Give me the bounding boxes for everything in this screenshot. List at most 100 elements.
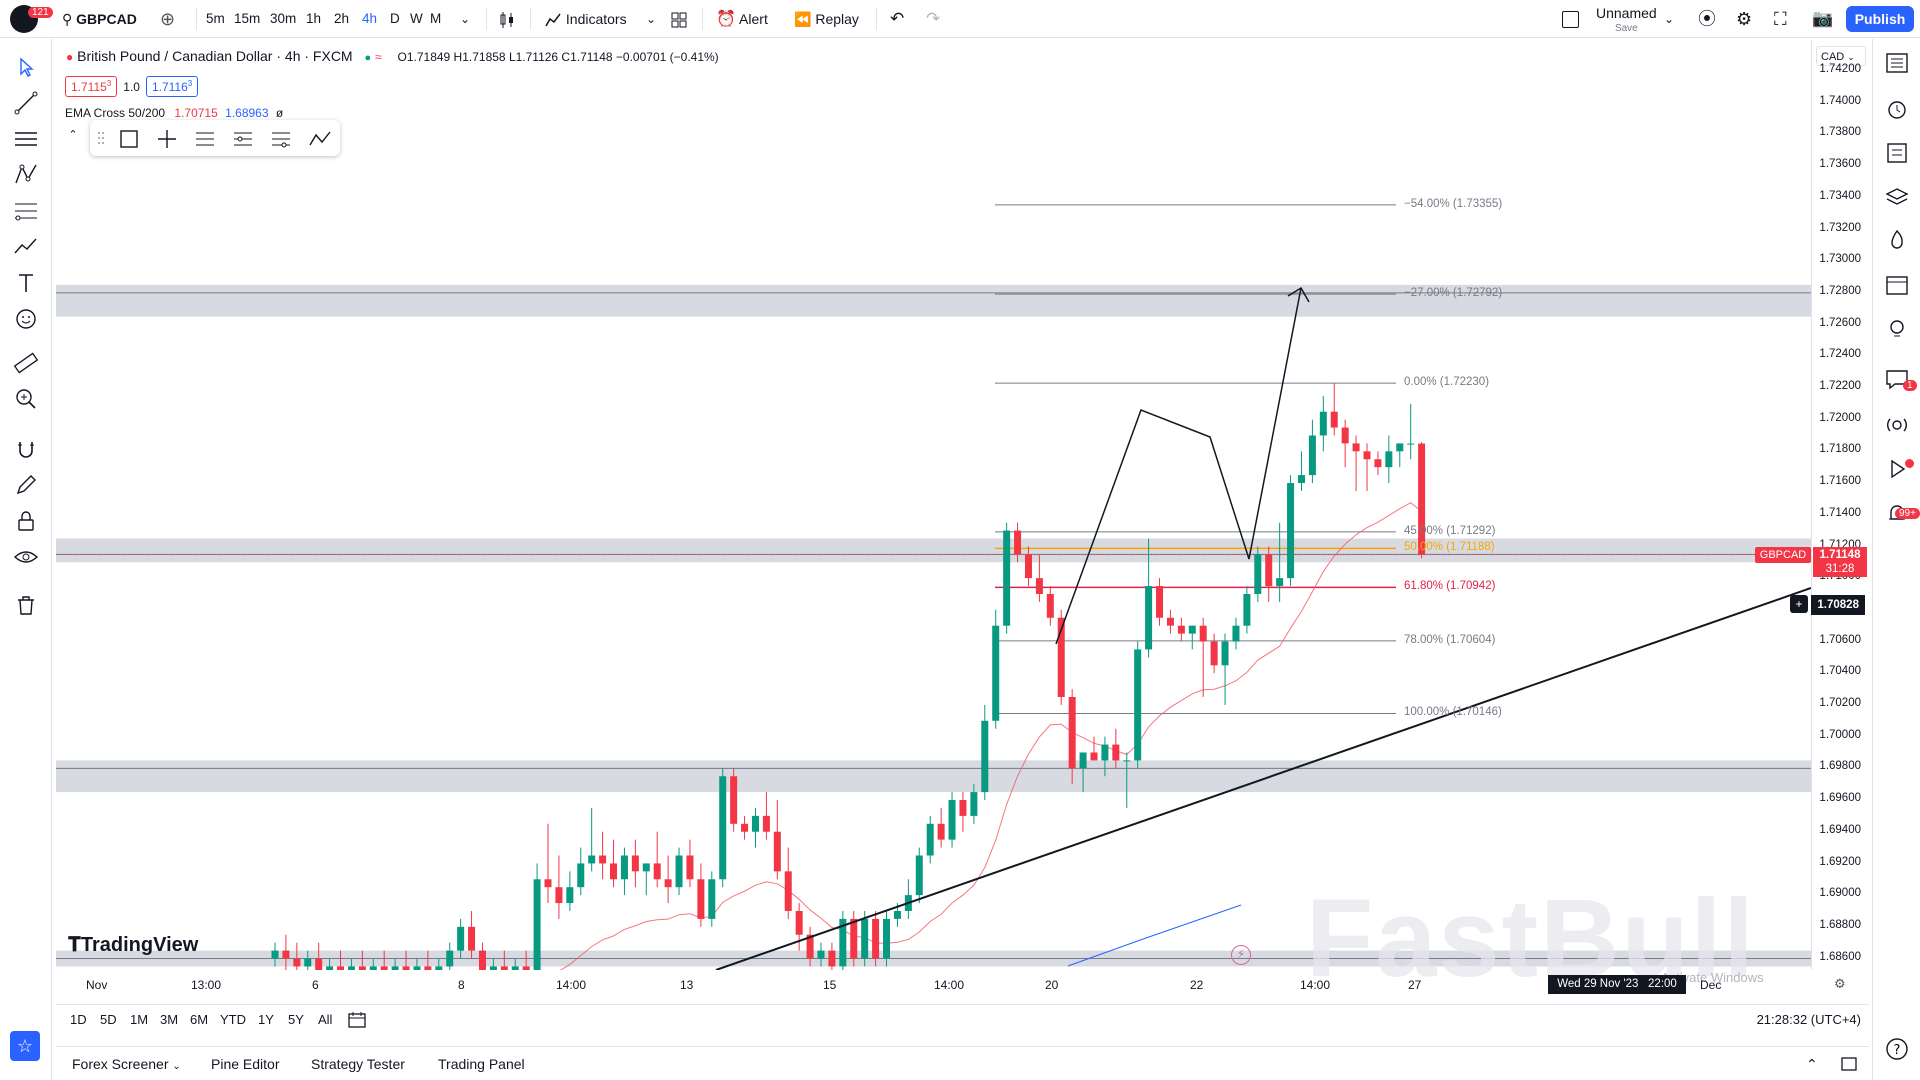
tab-forex-screener[interactable]: Forex Screener ⌄ (72, 1056, 181, 1072)
replay-button[interactable]: ⏪ Replay (794, 0, 859, 38)
fib-levels-icon[interactable] (232, 128, 254, 150)
date-range-calendar-icon[interactable] (346, 1010, 368, 1030)
chevron-down-icon[interactable]: ⌄ (1664, 12, 1675, 26)
drag-handle-icon[interactable] (96, 130, 106, 146)
interval-1h[interactable]: 1h (306, 11, 322, 26)
undo-icon[interactable]: ↶ (890, 9, 905, 28)
pencil-lock-icon[interactable] (12, 471, 40, 499)
interval-M[interactable]: M (430, 11, 442, 26)
magnet-icon[interactable] (12, 435, 40, 463)
favorites-star-icon[interactable]: ☆ (10, 1031, 40, 1061)
candle-body (380, 966, 388, 975)
interval-2h[interactable]: 2h (334, 11, 350, 26)
layout-name-button[interactable]: Unnamed Save (1596, 5, 1657, 37)
candles-icon[interactable] (498, 0, 516, 38)
fib-label: −54.00% (1.73355) (1404, 197, 1503, 210)
calendar-icon[interactable] (1883, 271, 1911, 299)
range-all[interactable]: All (318, 1012, 333, 1027)
cursor-icon[interactable] (12, 53, 40, 81)
camera-icon[interactable]: 📷 (1812, 9, 1834, 28)
range-5y[interactable]: 5Y (288, 1012, 304, 1027)
layout-checkbox-icon[interactable] (1562, 11, 1579, 28)
candle-body (1145, 586, 1153, 650)
search-icon: ⚲ (62, 11, 73, 27)
watchlist-icon[interactable] (1883, 49, 1911, 77)
interval-5m[interactable]: 5m (206, 11, 225, 26)
data-window-icon[interactable] (1883, 139, 1911, 167)
hotlist-flame-icon[interactable] (1883, 227, 1911, 255)
fib-retracement-icon[interactable] (12, 197, 40, 225)
interval-4h[interactable]: 4h (362, 11, 378, 26)
sell-price-button[interactable]: 1.71153 (65, 76, 118, 97)
gear-icon[interactable]: ⚙ (1736, 9, 1753, 29)
tab-pine-editor[interactable]: Pine Editor (211, 1056, 280, 1072)
symbol-search[interactable]: ⚲ GBPCAD (62, 0, 137, 38)
ideas-bulb-icon[interactable] (1883, 315, 1911, 343)
tab-strategy-tester[interactable]: Strategy Tester (311, 1056, 405, 1072)
chevron-down-icon[interactable]: ⌄ (646, 12, 657, 26)
interval-W[interactable]: W (410, 11, 423, 26)
fullscreen-icon[interactable]: ⛶ (1774, 9, 1787, 29)
fib-label: 78.00% (1.70604) (1404, 633, 1496, 646)
help-icon[interactable]: ? (1883, 1035, 1911, 1063)
range-1y[interactable]: 1Y (258, 1012, 274, 1027)
quick-search-icon[interactable]: ⦿ (1698, 9, 1716, 29)
fib-extension-icon[interactable] (270, 128, 292, 150)
alert-button[interactable]: ⏰ Alert (716, 0, 768, 38)
trash-icon[interactable] (12, 591, 40, 619)
range-5d[interactable]: 5D (100, 1012, 117, 1027)
chart-pane[interactable]: ● British Pound / Canadian Dollar · 4h ·… (56, 40, 1812, 1000)
ruler-icon[interactable] (12, 349, 40, 377)
time-tick: Nov (86, 978, 108, 992)
publish-button[interactable]: Publish (1846, 6, 1914, 32)
chevron-down-icon[interactable]: ⌄ (460, 12, 471, 26)
range-1m[interactable]: 1M (130, 1012, 149, 1027)
redo-icon[interactable]: ↷ (926, 9, 941, 28)
clock-timezone[interactable]: 21:28:32 (UTC+4) (1756, 1012, 1861, 1027)
currency-selector[interactable]: CAD ⌄ (1816, 46, 1866, 66)
emoji-icon[interactable] (12, 305, 40, 333)
indicator-legend[interactable]: EMA Cross 50/200 1.70715 1.68963 ø (65, 106, 283, 120)
path-tool-icon[interactable] (308, 128, 332, 150)
buy-price-button[interactable]: 1.71163 (145, 76, 199, 97)
maximize-panel-icon[interactable] (1840, 1056, 1858, 1072)
candle-body (402, 966, 410, 975)
candle-body (751, 815, 759, 832)
alarm-icon[interactable] (1883, 95, 1911, 123)
price-scale[interactable]: CAD ⌄ 1.74200 1.74000 1.73800 1.73600 1.7340… (1811, 40, 1869, 970)
collapse-chevron-icon[interactable]: ⌃ (68, 129, 78, 141)
price-chart[interactable] (56, 40, 1812, 997)
lightning-icon[interactable]: ⚡ (1231, 945, 1251, 965)
interval-D[interactable]: D (390, 11, 400, 26)
range-1d[interactable]: 1D (70, 1012, 87, 1027)
indicators-button[interactable]: Indicators (544, 0, 627, 38)
chat-icon[interactable] (1883, 365, 1911, 393)
range-ytd[interactable]: YTD (220, 1012, 246, 1027)
trend-line-icon[interactable] (12, 89, 40, 117)
range-6m[interactable]: 6M (190, 1012, 209, 1027)
add-symbol-icon[interactable]: ⊕ (160, 9, 176, 29)
text-icon[interactable] (12, 269, 40, 297)
interval-15m[interactable]: 15m (234, 11, 261, 26)
crosshair-icon[interactable] (156, 128, 178, 150)
pattern-icon[interactable] (12, 161, 40, 189)
plus-icon[interactable]: + (1790, 595, 1808, 614)
lock-icon[interactable] (12, 507, 40, 535)
chevron-up-icon[interactable]: ⌃ (1806, 1056, 1818, 1072)
rectangle-select-icon[interactable] (118, 128, 140, 150)
range-3m[interactable]: 3M (160, 1012, 179, 1027)
layouts-grid-icon[interactable] (670, 0, 688, 38)
parallel-lines-icon[interactable] (194, 128, 216, 150)
settings-gear-icon[interactable]: ⚙ (1834, 976, 1846, 991)
play-icon[interactable] (1883, 455, 1911, 483)
horizontal-lines-icon[interactable] (12, 125, 40, 153)
layers-icon[interactable] (1883, 183, 1911, 211)
interval-30m[interactable]: 30m (270, 11, 297, 26)
streams-icon[interactable] (1883, 411, 1911, 439)
forecast-icon[interactable] (12, 233, 40, 261)
tab-trading-panel[interactable]: Trading Panel (438, 1056, 525, 1072)
candle-body (806, 934, 814, 959)
zoom-in-icon[interactable] (12, 385, 40, 413)
eye-icon[interactable] (12, 543, 40, 571)
time-tick: 8 (458, 978, 465, 992)
